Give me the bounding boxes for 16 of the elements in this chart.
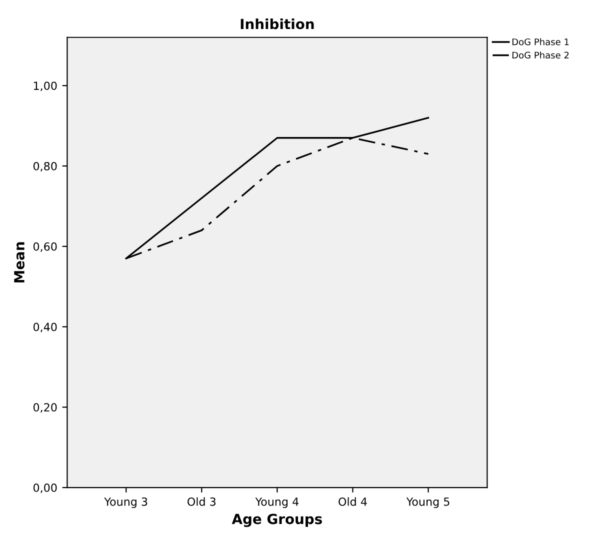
y-tick-label: 1,00 [34, 82, 57, 92]
y-axis-title: Mean [14, 242, 24, 282]
x-axis-title: Age Groups [232, 514, 322, 528]
x-tick-label: Young 4 [255, 498, 299, 508]
y-tick-label: 0,40 [33, 322, 57, 332]
x-tick-label: Old 3 [188, 497, 216, 506]
legend-label: DoG Phase 1 [512, 38, 569, 46]
x-tick-label: Old 4 [338, 497, 367, 506]
x-tick-label: Young 3 [104, 497, 148, 508]
y-tick-label: 0,60 [33, 242, 57, 252]
y-tick-label: 0,20 [33, 403, 57, 413]
legend-label: DoG Phase 2 [512, 52, 569, 59]
y-tick-label: 0,00 [33, 484, 57, 494]
chart-title: Inhibition [240, 18, 314, 30]
y-tick-label: 0,80 [33, 162, 57, 172]
x-tick-label: Young 5 [406, 498, 450, 508]
